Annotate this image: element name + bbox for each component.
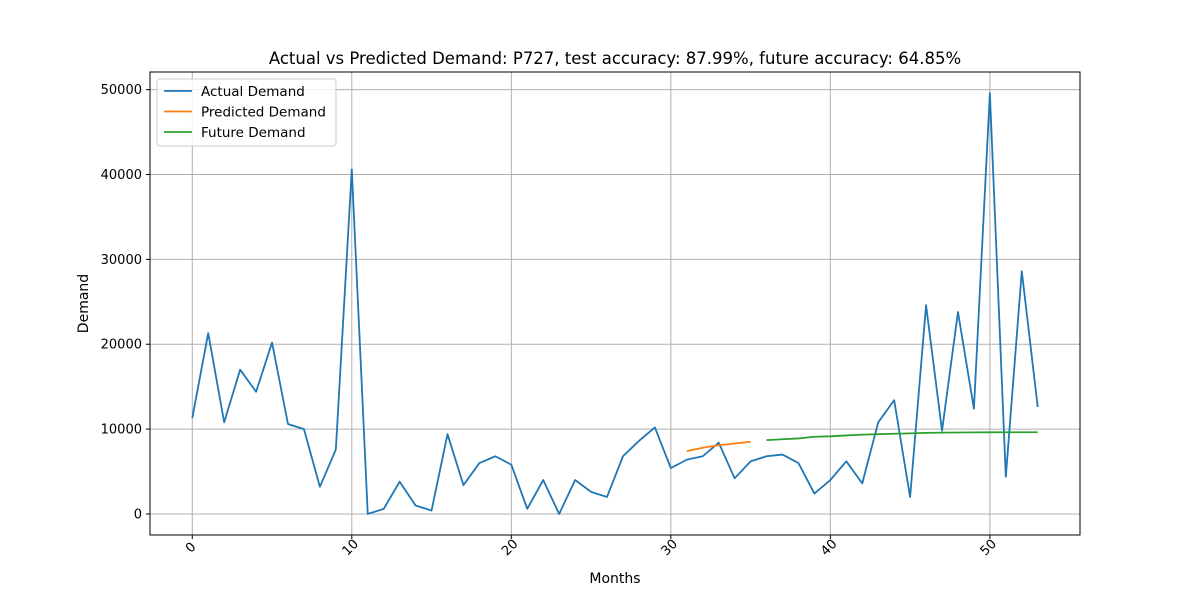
y-tick-label: 30000 [101,253,142,268]
legend-box [156,78,337,147]
legend-label: Future Demand [201,125,306,141]
x-tick-label: 20 [499,537,521,559]
y-tick-label: 10000 [101,423,142,438]
x-tick-label: 10 [340,537,362,559]
x-axis-ticks: 0 10 20 30 40 50 [183,535,1000,559]
series-line-0 [191,92,1039,515]
series-line-1 [686,440,751,453]
y-tick-label: 40000 [101,168,142,183]
y-axis-label: Demand [76,274,92,333]
legend: Actual Demand Predicted Demand Future Dema… [156,78,337,147]
legend-label: Predicted Demand [201,105,326,121]
x-tick-label: 0 [183,540,199,556]
y-tick-label: 0 [134,507,142,522]
x-axis-label: Months [589,571,640,587]
series-line-2 [766,431,1038,442]
x-tick-label: 50 [978,537,1000,559]
series-lines [191,92,1039,515]
x-tick-label: 30 [659,537,681,559]
legend-label: Actual Demand [201,84,305,100]
y-tick-label: 20000 [101,338,142,353]
plot-frame [149,71,1081,536]
y-axis-ticks: 0 10000 20000 30000 40000 50000 [101,83,150,522]
x-tick-label: 40 [818,537,840,559]
chart-title: Actual vs Predicted Demand: P727, test a… [269,49,961,68]
y-tick-label: 50000 [101,83,142,98]
